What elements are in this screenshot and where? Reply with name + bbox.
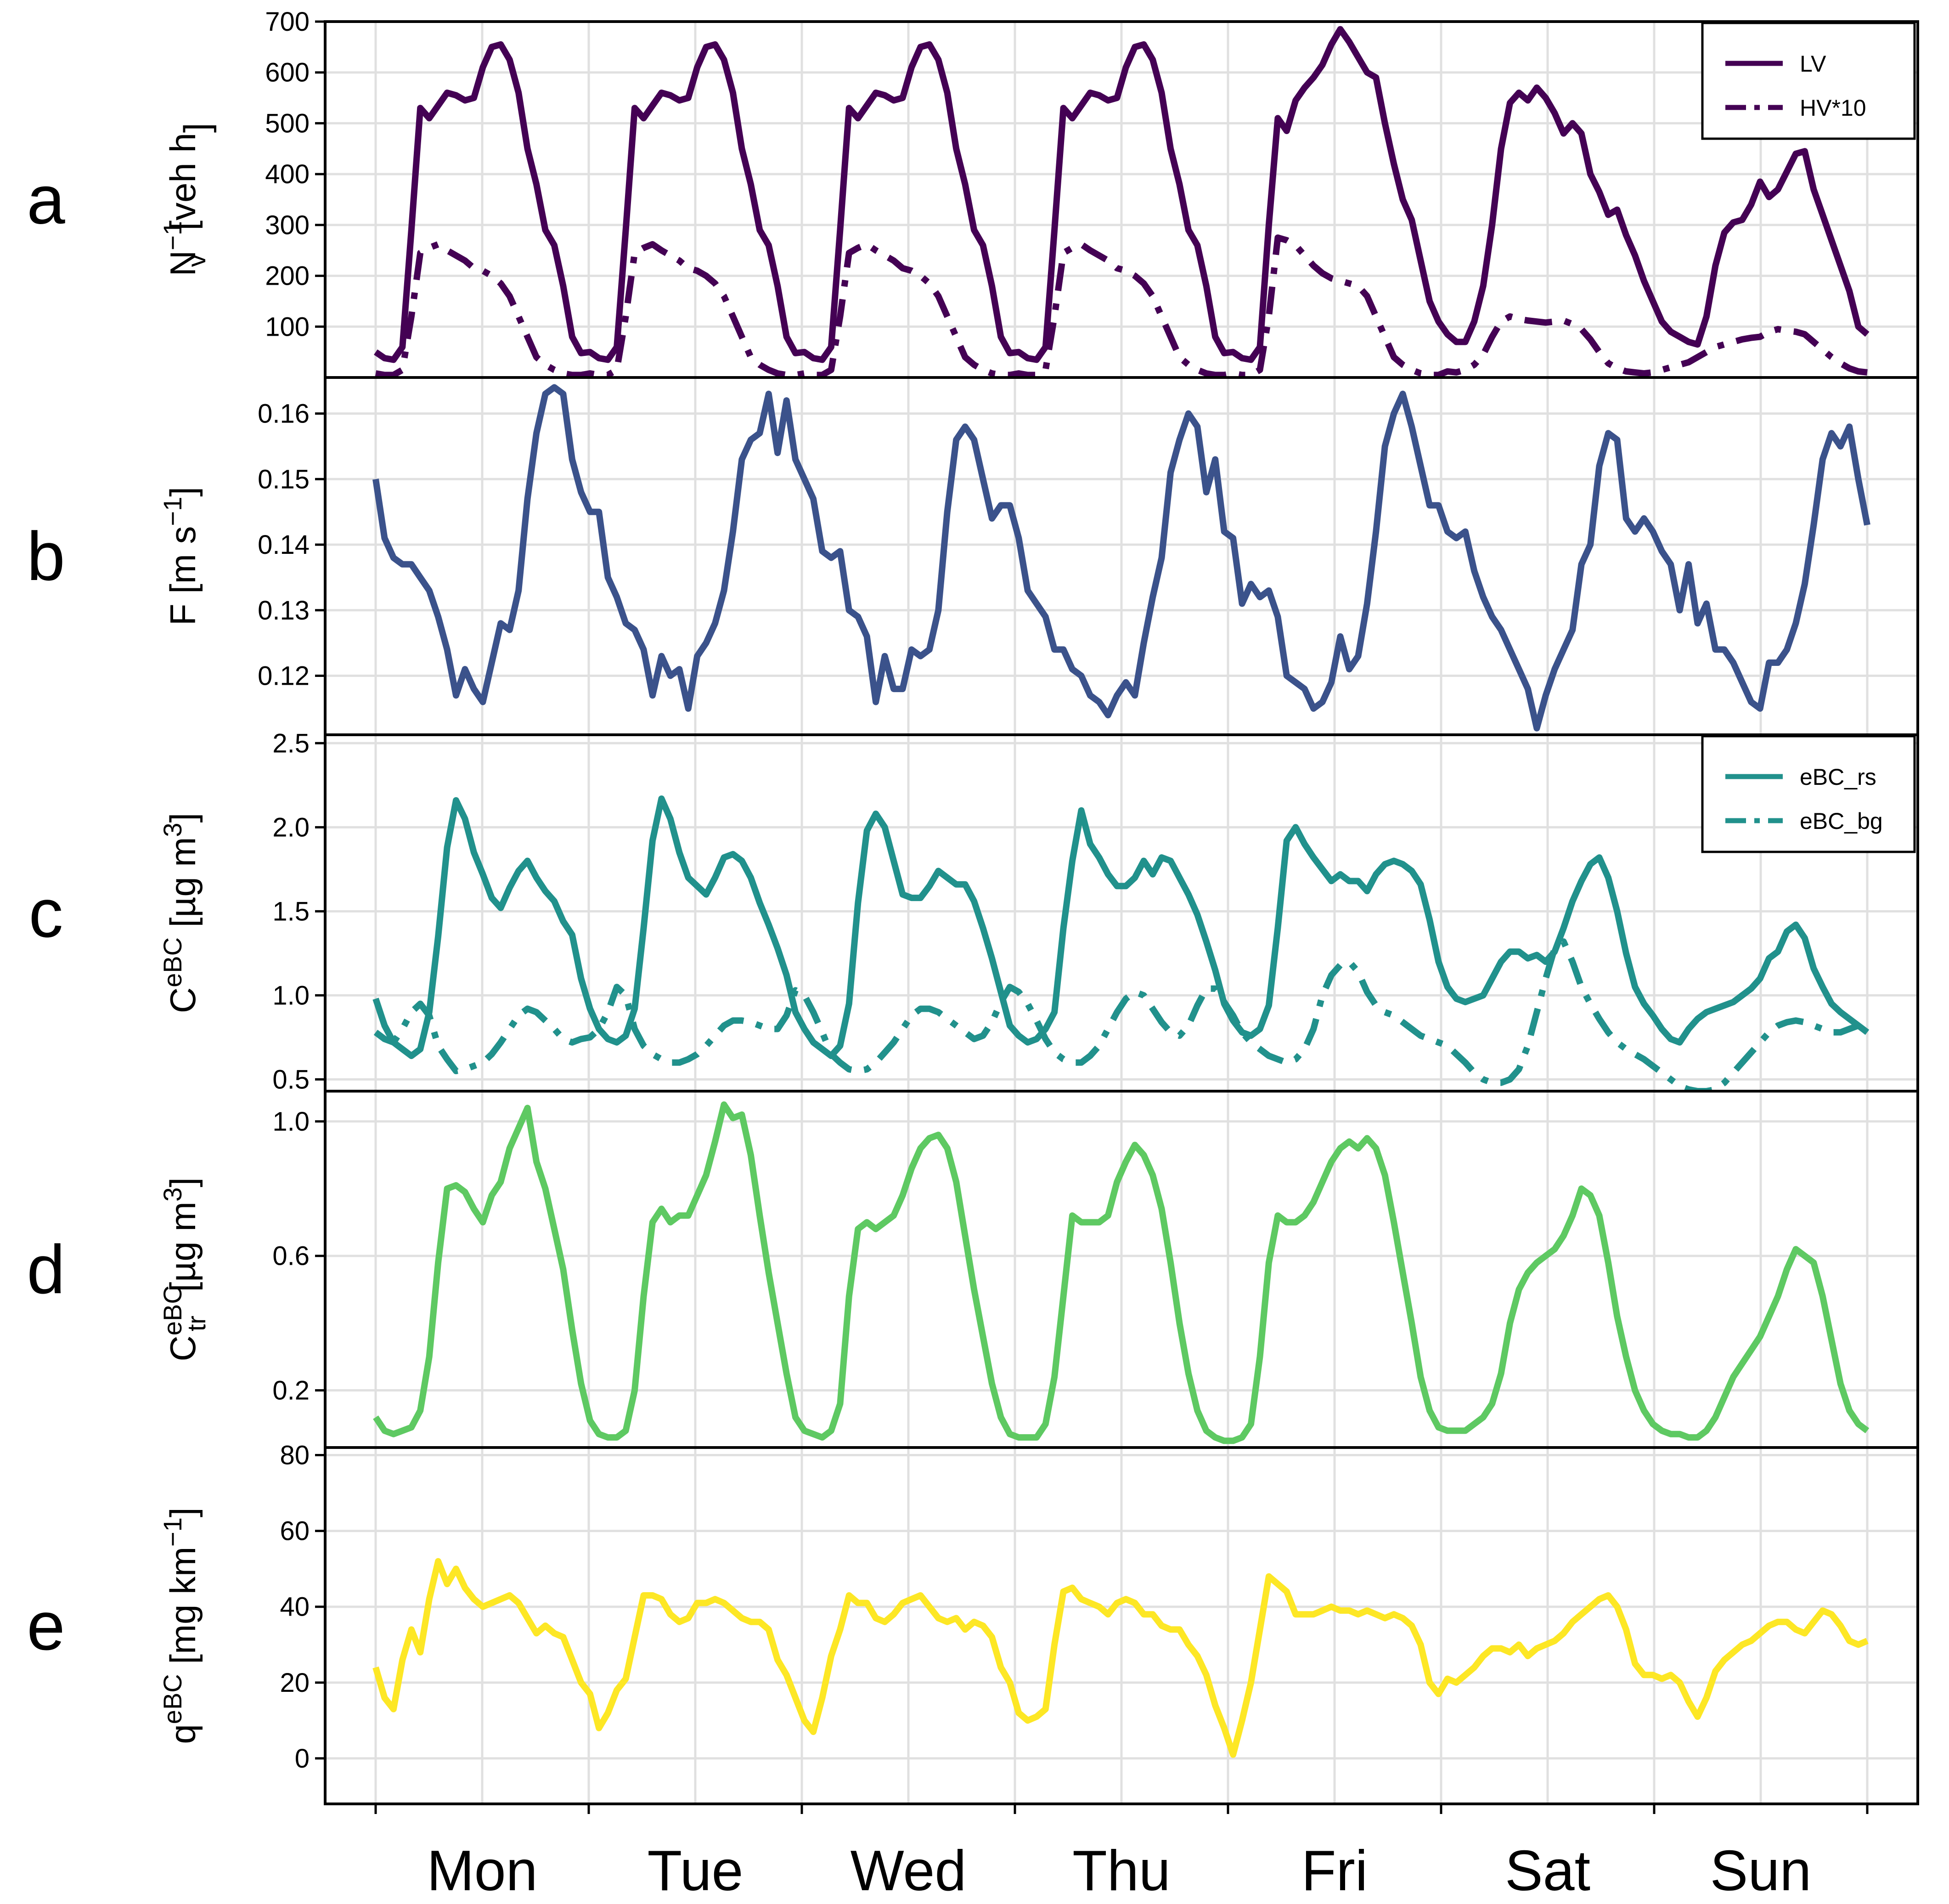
x-tick-label: Sun <box>1710 1839 1812 1903</box>
series-line-ebc-bg <box>373 938 1869 1091</box>
y-tick-label: 0.5 <box>272 1065 310 1094</box>
panel-c: 0.5 1.0 1.5 2.0 2.5 CeBC [µg m3] c eBC_rs eBC_bg <box>29 728 1919 1094</box>
series-line-c-tr <box>373 1101 1870 1444</box>
panel-letter: c <box>29 874 63 952</box>
legend-label: HV*10 <box>1800 95 1866 121</box>
y-tick-label: 700 <box>265 7 310 37</box>
panel-letter: d <box>27 1231 65 1308</box>
series-line-ebc-rs <box>372 795 1870 1059</box>
y-tick-label: 0 <box>295 1744 310 1774</box>
y-tick-label: 0.15 <box>258 464 310 494</box>
x-tick-label: Fri <box>1301 1839 1368 1903</box>
y-tick-label: 2.0 <box>272 812 310 842</box>
panel-letter: b <box>27 518 65 595</box>
panel-e: 0 20 40 60 80 qeBC [mg km−1] e <box>27 1441 1919 1805</box>
y-tick-label: 0.2 <box>272 1376 310 1406</box>
y-tick-label: 300 <box>265 210 310 240</box>
x-tick-label: Tue <box>647 1839 743 1903</box>
y-tick-label: 500 <box>265 108 310 138</box>
y-tick-label: 0.12 <box>258 661 310 691</box>
legend-box <box>1701 735 1916 853</box>
legend-label: LV <box>1800 51 1826 77</box>
x-tick-label: Wed <box>851 1839 967 1903</box>
legend-label: eBC_rs <box>1800 764 1876 790</box>
y-axis-title: N−1v [veh h] <box>158 123 217 276</box>
x-axis: Mon Tue Wed Thu Fri Sat Sun <box>374 1804 1869 1903</box>
y-tick-label: 400 <box>265 159 310 189</box>
panel-letter: a <box>27 161 65 238</box>
panel-frame <box>324 1446 1919 1805</box>
panel-letter: e <box>27 1587 65 1664</box>
x-tick-label: Sat <box>1505 1839 1590 1903</box>
y-tick-label: 0.14 <box>258 530 310 560</box>
y-tick-label: 200 <box>265 261 310 291</box>
y-tick-label: 1.0 <box>272 1107 310 1137</box>
series-line-lv <box>374 26 1870 363</box>
y-tick-label: 1.0 <box>272 980 310 1010</box>
y-tick-label: 2.5 <box>272 728 310 758</box>
y-axis-title: F [m s−1] <box>158 487 203 625</box>
panel-d: 0.2 0.6 1.0 CeBCtr [µg m3] d <box>27 1090 1919 1449</box>
y-axis-title: CeBC [µg m3] <box>158 813 203 1013</box>
y-axis-title: qeBC [mg km−1] <box>158 1507 203 1744</box>
y-tick-label: 0.16 <box>258 399 310 429</box>
legend-label: eBC_bg <box>1800 808 1883 834</box>
y-axis-title: CeBCtr [µg m3] <box>158 1177 211 1362</box>
panel-a: 100 200 300 400 500 600 700 N−1v [veh h] a LV HV*1… <box>27 7 1919 379</box>
legend-box <box>1701 22 1916 140</box>
y-tick-label: 20 <box>280 1668 310 1698</box>
series-line-f <box>372 384 1870 732</box>
legend: LV HV*10 <box>1701 22 1916 140</box>
series-line-hv-10 <box>375 234 1868 377</box>
y-tick-label: 100 <box>265 312 310 342</box>
y-tick-label: 80 <box>280 1441 310 1470</box>
y-tick-label: 40 <box>280 1592 310 1622</box>
y-tick-label: 600 <box>265 58 310 88</box>
x-tick-label: Mon <box>427 1839 537 1903</box>
y-tick-label: 0.6 <box>272 1241 310 1271</box>
y-tick-label: 1.5 <box>272 896 310 926</box>
x-tick-label: Thu <box>1072 1839 1171 1903</box>
y-tick-label: 0.13 <box>258 596 310 625</box>
legend: eBC_rs eBC_bg <box>1701 735 1916 853</box>
y-tick-label: 60 <box>280 1516 310 1546</box>
series-line-q <box>372 1558 1869 1758</box>
